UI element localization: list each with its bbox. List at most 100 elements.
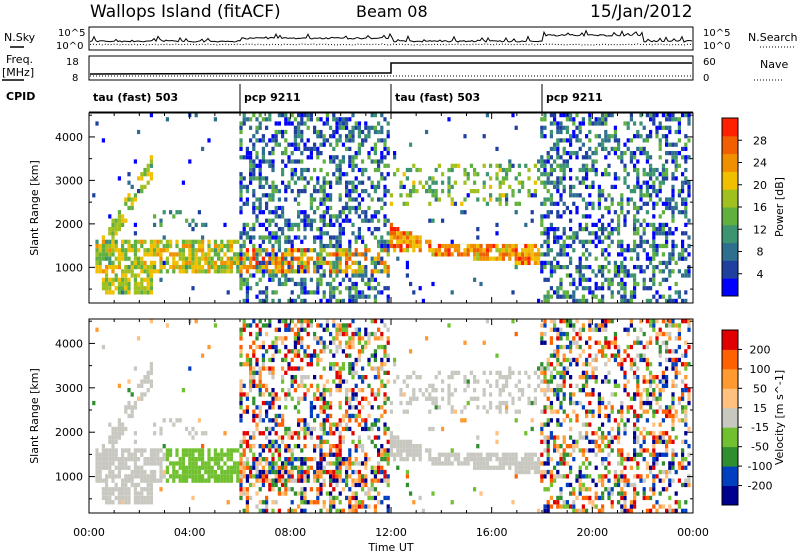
velocity-cell bbox=[588, 344, 592, 350]
velocity-cell bbox=[290, 457, 294, 462]
power-cell bbox=[652, 167, 656, 173]
power-cell bbox=[428, 248, 432, 253]
velocity-cell bbox=[255, 457, 259, 462]
velocity-cell bbox=[245, 461, 249, 466]
velocity-cell bbox=[578, 344, 582, 350]
power-cell bbox=[265, 159, 269, 164]
power-cell bbox=[626, 273, 630, 278]
power-cell bbox=[153, 243, 157, 249]
velocity-cell bbox=[357, 469, 361, 475]
power-cell bbox=[415, 235, 419, 240]
velocity-cell bbox=[405, 457, 409, 462]
velocity-cell bbox=[261, 383, 265, 389]
power-cell bbox=[325, 260, 329, 266]
power-cell bbox=[290, 256, 294, 261]
velocity-cell bbox=[265, 457, 269, 462]
power-cell bbox=[623, 281, 627, 287]
power-cell bbox=[252, 134, 256, 139]
velocity-cell bbox=[588, 362, 592, 367]
power-cell bbox=[274, 134, 278, 139]
power-cell bbox=[639, 239, 643, 244]
power-cell bbox=[306, 113, 310, 118]
power-cell bbox=[441, 189, 445, 194]
velocity-cell bbox=[492, 465, 496, 470]
velocity-cell bbox=[265, 495, 269, 501]
power-cell bbox=[607, 163, 611, 168]
velocity-cell bbox=[242, 327, 246, 332]
power-cell bbox=[98, 248, 102, 253]
velocity-cell bbox=[498, 400, 502, 406]
power-cell bbox=[447, 248, 451, 253]
velocity-cell bbox=[591, 448, 595, 453]
power-cell bbox=[380, 125, 384, 130]
power-cell bbox=[585, 184, 589, 190]
velocity-cell bbox=[108, 452, 112, 457]
velocity-cell bbox=[543, 375, 547, 380]
power-cell bbox=[613, 176, 617, 181]
power-cell bbox=[569, 189, 573, 194]
power-cell bbox=[265, 227, 269, 232]
power-cell bbox=[505, 176, 509, 181]
velocity-cell bbox=[277, 327, 281, 332]
power-cell bbox=[309, 117, 313, 122]
power-cell bbox=[367, 281, 371, 287]
velocity-cell bbox=[540, 478, 544, 483]
velocity-cell bbox=[329, 349, 333, 354]
power-cell bbox=[236, 252, 240, 257]
velocity-cell bbox=[338, 388, 342, 393]
power-cell bbox=[386, 298, 390, 304]
velocity-cell bbox=[447, 461, 451, 466]
velocity-cell bbox=[562, 409, 566, 414]
velocity-cell bbox=[351, 478, 355, 483]
velocity-cell bbox=[210, 465, 214, 470]
velocity-cell bbox=[338, 500, 342, 505]
velocity-cell bbox=[293, 405, 297, 410]
power-cell bbox=[300, 239, 304, 244]
power-cell bbox=[265, 290, 269, 295]
power-cell bbox=[245, 184, 249, 190]
power-cell bbox=[249, 159, 253, 164]
velocity-cell bbox=[415, 444, 419, 449]
power-cell bbox=[124, 248, 128, 253]
velocity-cell bbox=[191, 452, 195, 457]
power-cell bbox=[626, 138, 630, 143]
velocity-cell bbox=[319, 482, 323, 488]
power-cell bbox=[300, 298, 304, 304]
velocity-cell bbox=[373, 396, 377, 401]
power-cell bbox=[505, 167, 509, 173]
velocity-cell bbox=[546, 422, 550, 427]
velocity-cell bbox=[121, 482, 125, 488]
power-cell bbox=[332, 269, 336, 274]
velocity-cell bbox=[386, 426, 390, 432]
power-cell bbox=[575, 210, 579, 215]
power-cell bbox=[569, 138, 573, 143]
power-cell bbox=[572, 298, 576, 304]
power-cell bbox=[578, 180, 582, 185]
power-cell bbox=[287, 260, 291, 266]
velocity-cell bbox=[396, 448, 400, 453]
power-cell bbox=[357, 146, 361, 152]
velocity-cell bbox=[201, 465, 205, 470]
velocity-cell bbox=[271, 375, 275, 380]
power-cell bbox=[652, 269, 656, 274]
power-cell bbox=[277, 265, 281, 270]
velocity-cell bbox=[601, 504, 605, 509]
velocity-cell bbox=[332, 422, 336, 427]
power-cell bbox=[418, 248, 422, 253]
velocity-cell bbox=[133, 452, 137, 457]
velocity-cell bbox=[140, 491, 144, 496]
power-cell bbox=[329, 184, 333, 190]
power-cell bbox=[329, 269, 333, 274]
velocity-cell bbox=[373, 487, 377, 492]
power-cell bbox=[409, 243, 413, 249]
velocity-cell bbox=[591, 375, 595, 380]
power-cell bbox=[245, 248, 249, 253]
velocity-cell bbox=[431, 491, 435, 496]
power-cell bbox=[284, 256, 288, 261]
velocity-cell bbox=[380, 383, 384, 389]
velocity-cell bbox=[601, 482, 605, 488]
velocity-cell bbox=[569, 344, 573, 350]
velocity-cell bbox=[498, 457, 502, 462]
power-cell bbox=[117, 248, 121, 253]
power-cell bbox=[213, 243, 217, 249]
